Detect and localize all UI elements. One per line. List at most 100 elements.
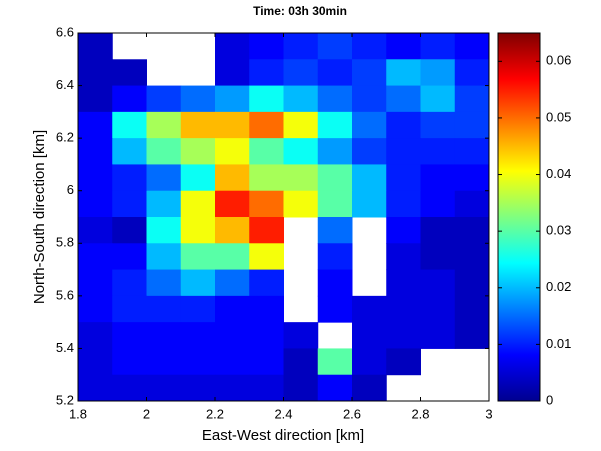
heatmap-cell (386, 190, 421, 218)
heatmap-cell (352, 138, 387, 165)
heatmap-cell (146, 164, 182, 192)
heatmap-cell (112, 348, 147, 376)
heatmap-cell (215, 243, 250, 271)
heatmap-cell (317, 243, 353, 271)
heatmap-cell (78, 269, 113, 297)
heatmap-cell (112, 59, 147, 87)
heatmap-cell (249, 138, 284, 165)
x-tick-label: 2 (143, 406, 150, 421)
heatmap-cell (420, 295, 456, 323)
heatmap-cell (386, 164, 421, 192)
heatmap-cell (249, 243, 284, 271)
heatmap-cell (317, 190, 353, 218)
heatmap-cell (454, 322, 490, 349)
heatmap-cell (283, 348, 319, 376)
heatmap-cell (454, 295, 490, 323)
heatmap-cell (454, 33, 490, 60)
heatmap-cell (420, 111, 456, 139)
heatmap-cell (78, 111, 113, 139)
heatmap-cell (112, 217, 147, 244)
heatmap-cell (249, 322, 284, 349)
heatmap-cell (180, 348, 216, 376)
heatmap-cell (283, 59, 319, 87)
heatmap-cell (215, 59, 250, 87)
heatmap-cell (283, 33, 319, 60)
heatmap-cell (78, 190, 113, 218)
heatmap-cell (386, 295, 421, 323)
heatmap-cell (386, 111, 421, 139)
heatmap-cell (249, 295, 284, 323)
heatmap-cell (352, 322, 387, 349)
heatmap-cell (420, 33, 456, 60)
heatmap-cell (112, 111, 147, 139)
heatmap-cell (420, 322, 456, 349)
heatmap-cell (249, 59, 284, 87)
heatmap-cell (215, 269, 250, 297)
heatmap-cell (78, 374, 113, 402)
heatmap-cell (454, 190, 490, 218)
heatmap-cell (317, 348, 353, 376)
heatmap-cell (283, 85, 319, 113)
heatmap-cell (317, 374, 353, 402)
heatmap-cell (215, 348, 250, 376)
heatmap-cell (454, 85, 490, 113)
heatmap-cell (283, 322, 319, 349)
heatmap-cell (386, 59, 421, 87)
heatmap-cell (78, 164, 113, 192)
heatmap-cell (317, 138, 353, 165)
colorbar-tick-label: 0 (546, 392, 553, 407)
y-tick-label: 6.2 (56, 130, 74, 145)
heatmap-cell (112, 374, 147, 402)
heatmap-cell (317, 164, 353, 192)
heatmap-cell (215, 295, 250, 323)
heatmap-cell (215, 217, 250, 244)
heatmap-cell (386, 85, 421, 113)
heatmap-cell (420, 59, 456, 87)
heatmap-cell (78, 243, 113, 271)
x-tick-label: 2.2 (206, 406, 224, 421)
heatmap-cell (180, 295, 216, 323)
y-tick-label: 5.6 (56, 287, 74, 302)
y-tick-label: 5.8 (56, 235, 74, 250)
colorbar (497, 32, 541, 402)
heatmap-cell (180, 269, 216, 297)
heatmap-cell (352, 33, 387, 60)
heatmap-cell (317, 59, 353, 87)
heatmap-cell (386, 348, 421, 376)
x-tick-label: 2.6 (343, 406, 361, 421)
y-tick-label: 5.2 (56, 392, 74, 407)
heatmap-cell (180, 85, 216, 113)
heatmap-cell (112, 322, 147, 349)
heatmap-cell (215, 33, 250, 60)
heatmap-cell (386, 269, 421, 297)
heatmap-cell (180, 322, 216, 349)
heatmap-cell (249, 33, 284, 60)
heatmap-cell (420, 269, 456, 297)
heatmap-cell (112, 85, 147, 113)
heatmap (78, 33, 490, 402)
heatmap-cell (146, 217, 182, 244)
heatmap-cell (78, 217, 113, 244)
heatmap-cell (180, 190, 216, 218)
heatmap-cell (180, 111, 216, 139)
heatmap-cell (78, 295, 113, 323)
heatmap-cell (215, 322, 250, 349)
heatmap-cell (386, 322, 421, 349)
heatmap-cell (352, 374, 387, 402)
x-tick-label: 2.8 (411, 406, 429, 421)
heatmap-cell (249, 348, 284, 376)
heatmap-cell (420, 217, 456, 244)
heatmap-cell (386, 217, 421, 244)
heatmap-cell (454, 217, 490, 244)
heatmap-cell (283, 164, 319, 192)
heatmap-cell (420, 243, 456, 271)
heatmap-cell (454, 138, 490, 165)
y-tick-label: 6.4 (56, 77, 74, 92)
heatmap-cell (283, 138, 319, 165)
heatmap-cell (352, 190, 387, 218)
heatmap-cell (112, 190, 147, 218)
heatmap-cell (352, 111, 387, 139)
heatmap-cell (112, 138, 147, 165)
heatmap-cell (146, 111, 182, 139)
y-tick-label: 5.4 (56, 340, 74, 355)
